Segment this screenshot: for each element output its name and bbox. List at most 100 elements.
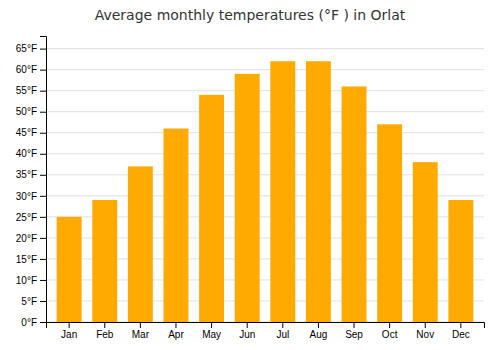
y-tick-mark <box>40 175 46 176</box>
plot-area: Jan Feb Mar Apr May Jun Jul Aug Sep Oct Nov Dec 0°F 5… <box>16 37 485 341</box>
y-tick-mark <box>40 322 46 323</box>
x-tick-label: Aug <box>310 329 328 340</box>
x-tick-mark <box>175 322 176 328</box>
x-axis-line <box>47 323 485 329</box>
y-tick-label: 65°F <box>16 43 37 54</box>
y-tick-label: 50°F <box>16 106 37 117</box>
y-tick: 0°F <box>21 317 46 328</box>
x-tick-mark <box>247 322 248 328</box>
y-tick-mark <box>40 238 46 239</box>
x-tick-mark <box>140 322 141 328</box>
y-tick: 35°F <box>16 169 46 180</box>
y-tick-label: 15°F <box>16 254 37 265</box>
y-tick: 5°F <box>21 296 46 307</box>
grid-line <box>46 111 484 112</box>
y-tick-mark <box>40 301 46 302</box>
x-tick: Feb <box>96 322 114 340</box>
x-tick-label: Jun <box>239 329 255 340</box>
y-tick-mark <box>40 154 46 155</box>
grid-line <box>46 132 484 133</box>
y-tick-label: 45°F <box>16 127 37 138</box>
y-tick: 15°F <box>16 254 46 265</box>
y-tick-mark <box>40 112 46 113</box>
x-tick-label: Nov <box>416 329 434 340</box>
chart-container: Average monthly temperatures (°F ) in Or… <box>0 0 500 350</box>
y-tick: 45°F <box>16 127 46 138</box>
bar <box>377 124 402 322</box>
x-tick: Nov <box>416 322 434 340</box>
x-tick-label: Sep <box>345 329 363 340</box>
y-tick-label: 5°F <box>21 296 37 307</box>
grid-line <box>46 69 484 70</box>
y-tick-mark <box>40 91 46 92</box>
x-tick: Jun <box>239 322 255 340</box>
y-tick-mark <box>40 133 46 134</box>
x-tick: May <box>202 322 221 340</box>
x-tick-mark <box>282 322 283 328</box>
y-tick-label: 10°F <box>16 275 37 286</box>
y-tick: 30°F <box>16 191 46 202</box>
y-tick-label: 60°F <box>16 64 37 75</box>
x-tick-mark <box>318 322 319 328</box>
y-tick-label: 25°F <box>16 212 37 223</box>
y-tick-mark <box>40 196 46 197</box>
chart-svg: Average monthly temperatures (°F ) in Or… <box>0 0 500 350</box>
x-tick-label: Dec <box>452 329 470 340</box>
y-axis: 0°F 5°F 10°F 15°F 20°F 25°F 30°F 35°F 40°F 45°F 50… <box>16 37 47 328</box>
y-tick-label: 35°F <box>16 169 37 180</box>
x-tick-mark <box>69 322 70 328</box>
y-tick-label: 40°F <box>16 148 37 159</box>
grid-line <box>46 153 484 154</box>
x-tick-mark <box>389 322 390 328</box>
bars <box>57 61 474 322</box>
x-tick: Dec <box>452 322 470 340</box>
y-tick: 10°F <box>16 275 46 286</box>
bar <box>235 74 260 322</box>
bar <box>92 200 117 322</box>
bar <box>199 95 224 322</box>
y-tick-mark <box>40 70 46 71</box>
x-tick-label: Jul <box>276 329 289 340</box>
bar <box>128 166 153 322</box>
x-tick: Jan <box>61 322 77 340</box>
y-tick: 25°F <box>16 212 46 223</box>
y-tick: 40°F <box>16 148 46 159</box>
y-tick-mark <box>40 280 46 281</box>
grid-line <box>46 48 484 49</box>
x-tick: Sep <box>345 322 363 340</box>
x-axis: Jan Feb Mar Apr May Jun Jul Aug Sep Oct Nov Dec <box>47 322 485 340</box>
y-tick-mark <box>40 217 46 218</box>
x-tick-label: Apr <box>168 329 184 340</box>
x-tick-mark <box>425 322 426 328</box>
bar <box>413 162 438 322</box>
x-tick-mark <box>211 322 212 328</box>
x-tick: Oct <box>382 322 398 340</box>
x-tick-label: Oct <box>382 329 398 340</box>
y-tick: 60°F <box>16 64 46 75</box>
bar <box>164 129 189 322</box>
x-tick: Aug <box>310 322 328 340</box>
x-tick-label: May <box>202 329 221 340</box>
y-tick-mark <box>40 259 46 260</box>
bar <box>448 200 473 322</box>
y-axis-line <box>40 37 47 323</box>
y-tick: 65°F <box>16 43 46 54</box>
x-tick: Mar <box>132 322 150 340</box>
x-tick-label: Mar <box>132 329 150 340</box>
bar <box>57 217 82 322</box>
x-tick-label: Feb <box>96 329 114 340</box>
y-tick-label: 20°F <box>16 233 37 244</box>
x-tick: Apr <box>168 322 184 340</box>
x-tick-mark <box>104 322 105 328</box>
x-tick-label: Jan <box>61 329 77 340</box>
y-tick-mark <box>40 49 46 50</box>
bar <box>270 61 295 322</box>
y-tick-label: 55°F <box>16 85 37 96</box>
x-tick: Jul <box>276 322 289 340</box>
x-tick-mark <box>460 322 461 328</box>
y-tick-label: 0°F <box>21 317 37 328</box>
x-tick-mark <box>354 322 355 328</box>
y-tick: 55°F <box>16 85 46 96</box>
bar <box>342 86 367 322</box>
chart-title: Average monthly temperatures (°F ) in Or… <box>95 7 406 23</box>
